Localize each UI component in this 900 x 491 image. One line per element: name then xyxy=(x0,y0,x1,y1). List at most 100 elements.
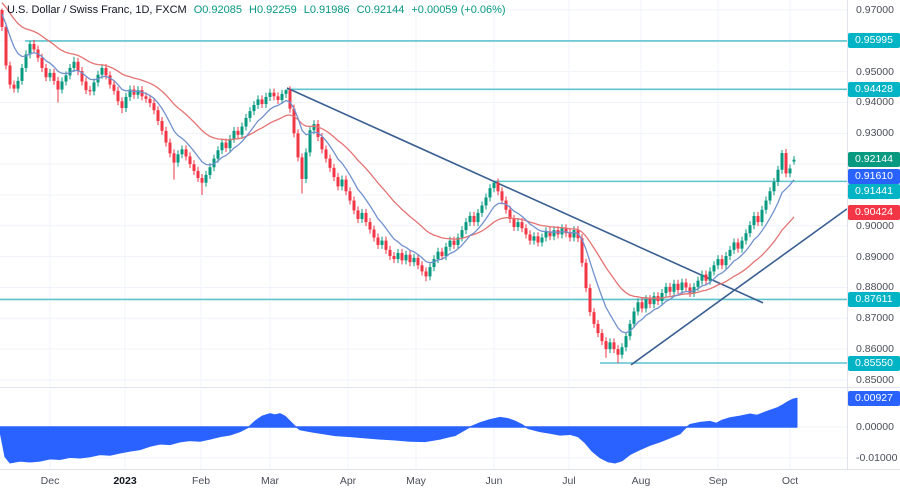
momentum-panel[interactable] xyxy=(0,389,847,469)
candle-body xyxy=(652,296,656,305)
candle-body xyxy=(92,82,96,92)
candle-body xyxy=(332,167,336,178)
candle-body xyxy=(136,90,140,95)
candle-body xyxy=(420,265,424,272)
candle-body xyxy=(604,341,608,350)
candle-body xyxy=(140,90,144,97)
candle-body xyxy=(188,156,192,165)
candle-body xyxy=(348,191,352,201)
trendline[interactable] xyxy=(630,208,847,366)
candle-body xyxy=(240,126,244,135)
ohlc-close: C0.92144 xyxy=(356,4,405,16)
candle-body xyxy=(584,262,588,289)
candle-body xyxy=(672,283,676,292)
candle-body xyxy=(772,182,776,192)
candle-body xyxy=(412,257,416,263)
candle-body xyxy=(148,98,152,104)
candle-body xyxy=(100,67,104,75)
candle-body xyxy=(676,283,680,290)
candle-body xyxy=(76,61,80,72)
ma-slow-line[interactable] xyxy=(1,2,795,299)
candle-body xyxy=(608,342,612,350)
candle-body xyxy=(124,96,128,109)
candle-body xyxy=(56,80,60,90)
candle-body xyxy=(728,249,732,257)
candle-body xyxy=(620,347,624,355)
candle-body xyxy=(564,228,568,234)
candle-body xyxy=(548,231,552,237)
candle-body xyxy=(748,225,752,234)
candle-body xyxy=(788,168,792,174)
ohlc-high: H0.92259 xyxy=(249,4,297,16)
candle-body xyxy=(776,169,780,183)
candle-body xyxy=(112,84,116,91)
candle-body xyxy=(416,257,420,266)
candle-body xyxy=(272,92,276,97)
symbol-legend: U.S. Dollar / Swiss Franc, 1D, FXCM O0.92… xyxy=(7,4,506,16)
candle-body xyxy=(160,120,164,131)
candle-body xyxy=(52,72,56,81)
candle-body xyxy=(12,84,16,89)
candle-body xyxy=(732,242,736,250)
candle-body xyxy=(640,302,644,309)
ohlc-open: O0.92085 xyxy=(193,4,243,16)
candle-body xyxy=(428,267,432,277)
candle-body xyxy=(784,153,788,174)
candle-body xyxy=(612,342,616,350)
candle-body xyxy=(344,179,348,192)
candle-body xyxy=(480,205,484,213)
candle-body xyxy=(232,130,236,139)
candle-body xyxy=(204,174,208,183)
candle-body xyxy=(648,299,652,305)
candle-body xyxy=(224,142,228,149)
candle-body xyxy=(684,282,688,288)
candle-body xyxy=(220,142,224,151)
candle-body xyxy=(668,286,672,292)
candle-body xyxy=(488,188,492,198)
candle-body xyxy=(60,81,64,90)
candle-body xyxy=(644,299,648,309)
candle-body xyxy=(712,265,716,272)
candle-body xyxy=(580,238,584,263)
candle-body xyxy=(184,149,188,157)
candle-body xyxy=(32,43,36,50)
candle-body xyxy=(768,191,772,201)
candle-body xyxy=(424,271,428,277)
candle-body xyxy=(792,159,796,162)
candle-body xyxy=(388,249,392,257)
candle-body xyxy=(104,67,108,76)
candle-body xyxy=(736,242,740,249)
candle-body xyxy=(132,89,136,95)
candle-body xyxy=(312,124,316,131)
candle-body xyxy=(308,130,312,153)
candle-body xyxy=(760,209,764,223)
trendline[interactable] xyxy=(286,87,764,304)
candle-body xyxy=(456,237,460,245)
candle-body xyxy=(284,90,288,94)
candle-body xyxy=(216,150,220,159)
candle-body xyxy=(108,75,112,85)
candle-body xyxy=(536,236,540,243)
ma-fast-line[interactable] xyxy=(1,13,795,334)
candle-body xyxy=(8,65,12,85)
candle-body xyxy=(152,103,156,111)
candle-body xyxy=(596,323,600,334)
candle-body xyxy=(664,286,668,294)
candle-body xyxy=(164,130,168,143)
momentum-area xyxy=(0,397,798,464)
candle-body xyxy=(432,259,436,268)
candle-body xyxy=(780,153,784,170)
candle-body xyxy=(368,222,372,230)
candle-body xyxy=(492,182,496,189)
candle-body xyxy=(40,57,44,68)
candle-body xyxy=(360,212,364,220)
candle-body xyxy=(44,67,48,78)
main-panel[interactable] xyxy=(0,0,847,388)
candle-body xyxy=(400,252,404,261)
candle-body xyxy=(628,323,632,337)
candle-body xyxy=(300,157,304,179)
symbol-title[interactable]: U.S. Dollar / Swiss Franc, 1D, FXCM xyxy=(7,4,187,16)
candle-body xyxy=(80,71,84,82)
